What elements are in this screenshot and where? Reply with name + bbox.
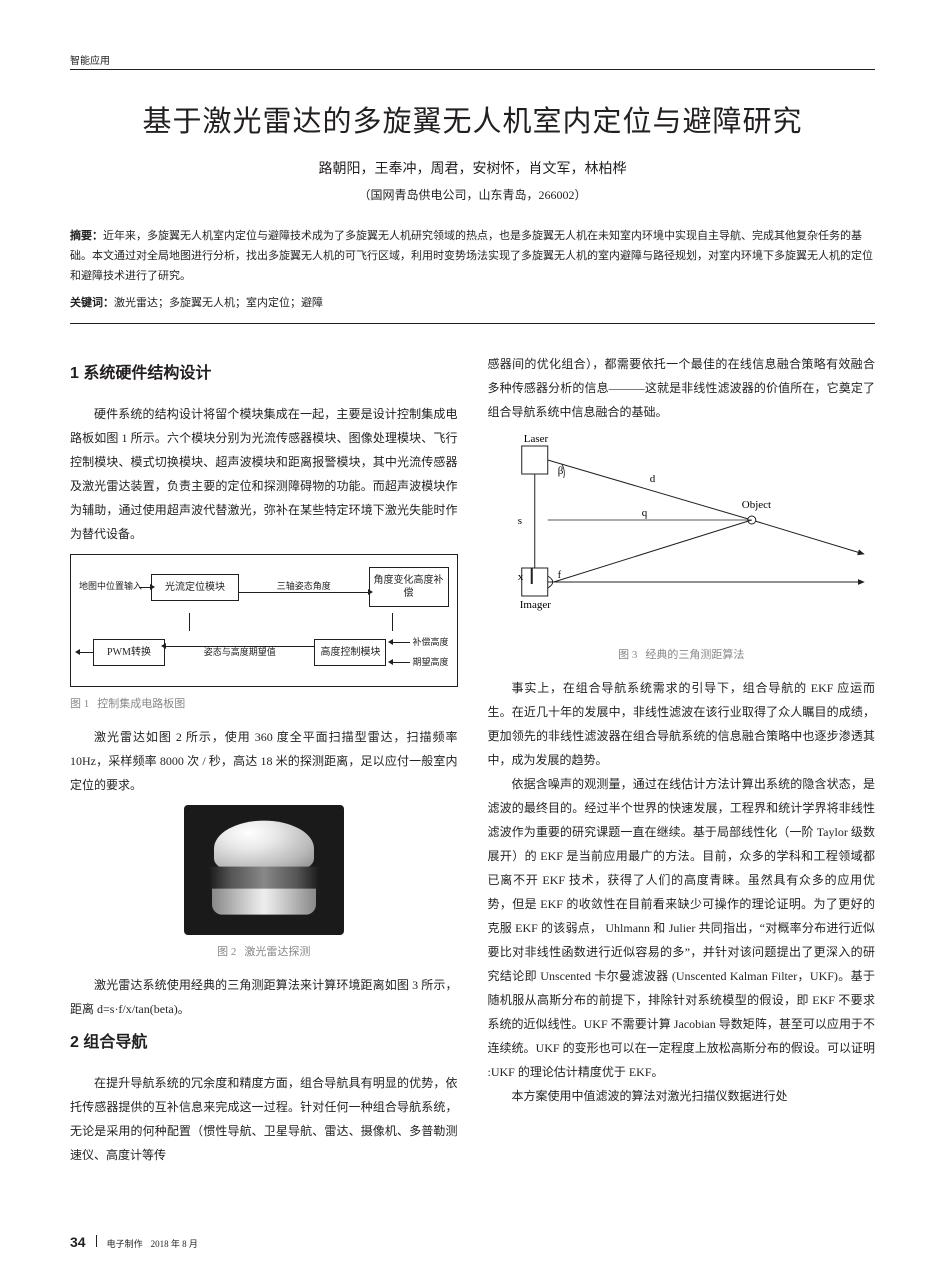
fig1-box-angle-comp: 角度变化高度补偿 (369, 567, 449, 607)
fig1-box-pwm: PWM转换 (93, 639, 165, 666)
section-1-para-3: 激光雷达系统使用经典的三角测距算法来计算环境距离如图 3 所示，距离 d=s·f… (70, 973, 458, 1021)
fig2-caption-label: 图 2 (217, 946, 236, 958)
figure-3-triangulation: Laser Imager s x β d (488, 428, 876, 628)
footer-separator (96, 1235, 97, 1247)
figure-2-caption: 图 2 激光雷达探测 (70, 941, 458, 963)
section-1-para-2: 激光雷达如图 2 所示，使用 360 度全平面扫描型雷达，扫描频率 10Hz，采… (70, 725, 458, 797)
col2-para-1: 感器间的优化组合），都需要依托一个最佳的在线信息融合策略有效融合多种传感器分析的… (488, 352, 876, 424)
footer-date: 2018 年 8 月 (151, 1237, 198, 1250)
fig3-label-object: Object (741, 499, 770, 511)
fig1-caption-label: 图 1 (70, 698, 89, 710)
fig3-label-x: x (517, 571, 523, 583)
lidar-top-dome (214, 821, 314, 871)
fig1-box-optical-flow: 光流定位模块 (151, 574, 239, 601)
figure-1-diagram: 地图中位置输入 光流定位模块 三轴姿态角度 角度变化高度补偿 (70, 554, 458, 687)
fig1-label-attitude: 姿态与高度期望值 (204, 647, 276, 659)
affiliation-line: （国网青岛供电公司，山东青岛，266002） (70, 186, 875, 203)
keywords-block: 关键词：激光雷达；多旋翼无人机；室内定位；避障 (70, 294, 875, 324)
page-footer: 34 电子制作 2018 年 8 月 (70, 1234, 198, 1250)
fig1-arrow (139, 587, 151, 588)
col2-para-3: 依据含噪声的观测量，通过在线估计方法计算出系统的隐含状态，是滤波的最终目的。经过… (488, 772, 876, 1084)
fig1-label-three-axis: 三轴姿态角度 (277, 581, 331, 593)
figure-3-caption: 图 3 经典的三角测距算法 (488, 644, 876, 666)
fig1-vconn-2 (392, 613, 393, 631)
fig3-label-imager: Imager (519, 599, 550, 611)
fig3-caption-text: 经典的三角测距算法 (645, 649, 744, 661)
fig3-label-s: s (517, 515, 521, 527)
abstract-text: 近年来，多旋翼无人机室内定位与避障技术成为了多旋翼无人机研究领域的热点，也是多旋… (70, 230, 873, 282)
fig3-label-laser: Laser (523, 433, 548, 445)
fig1-label-map-input: 地图中位置输入 (79, 581, 139, 593)
footer-journal: 电子制作 (107, 1237, 143, 1250)
abstract-label: 摘要： (70, 230, 103, 242)
figure-1-caption: 图 1 控制集成电路板图 (70, 693, 458, 715)
fig1-label-expect-alt: 期望高度 (412, 657, 448, 669)
fig3-caption-label: 图 3 (618, 649, 637, 661)
fig1-box-alt-ctrl: 高度控制模块 (314, 639, 386, 666)
lidar-scan-band (209, 867, 319, 891)
fig3-label-beta: β (557, 465, 563, 477)
col2-para-4: 本方案使用中值滤波的算法对激光扫描仪数据进行处 (488, 1084, 876, 1108)
fig1-label-comp-alt: 补偿高度 (412, 637, 448, 649)
authors-line: 路朝阳，王奉冲，周君，安树怀，肖文军，林柏桦 (70, 158, 875, 178)
fig3-label-q: q (641, 507, 647, 519)
fig2-caption-text: 激光雷达探测 (244, 946, 310, 958)
footer-page-number: 34 (70, 1234, 86, 1250)
article-title: 基于激光雷达的多旋翼无人机室内定位与避障研究 (70, 98, 875, 140)
lidar-base (212, 889, 316, 915)
section-2-heading: 2 组合导航 (70, 1027, 458, 1059)
fig1-arrow-out (79, 652, 93, 653)
fig3-label-d: d (649, 473, 655, 485)
section-1-para-1: 硬件系统的结构设计将留个模块集成在一起，主要是设计控制集成电路板如图 1 所示。… (70, 402, 458, 546)
two-column-layout: 1 系统硬件结构设计 硬件系统的结构设计将留个模块集成在一起，主要是设计控制集成… (70, 352, 875, 1167)
figure-2-lidar (184, 805, 344, 935)
left-column: 1 系统硬件结构设计 硬件系统的结构设计将留个模块集成在一起，主要是设计控制集成… (70, 352, 458, 1167)
fig1-caption-text: 控制集成电路板图 (97, 698, 185, 710)
lidar-body (209, 821, 319, 916)
abstract-block: 摘要：近年来，多旋翼无人机室内定位与避障技术成为了多旋翼无人机研究领域的热点，也… (70, 227, 875, 286)
keywords-label: 关键词： (70, 297, 114, 309)
section-1-heading: 1 系统硬件结构设计 (70, 358, 458, 390)
category-header: 智能应用 (70, 52, 875, 70)
col2-para-2: 事实上，在组合导航系统需求的引导下，组合导航的 EKF 应运而生。在近几十年的发… (488, 676, 876, 772)
right-column: 感器间的优化组合），都需要依托一个最佳的在线信息融合策略有效融合多种传感器分析的… (488, 352, 876, 1167)
keywords-text: 激光雷达；多旋翼无人机；室内定位；避障 (114, 297, 323, 309)
section-2-para-1: 在提升导航系统的冗余度和精度方面，组合导航具有明显的优势，依托传感器提供的互补信… (70, 1071, 458, 1167)
fig1-vconn-1 (189, 613, 190, 631)
page-root: 智能应用 基于激光雷达的多旋翼无人机室内定位与避障研究 路朝阳，王奉冲，周君，安… (0, 0, 945, 1197)
